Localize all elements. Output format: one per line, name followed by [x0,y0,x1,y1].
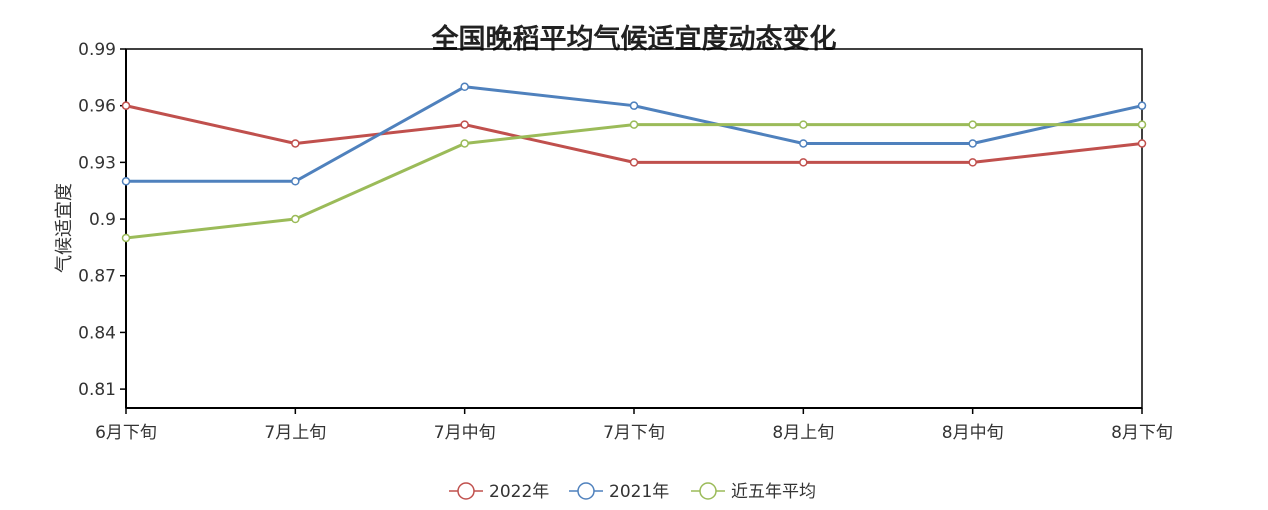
data-point [121,233,131,243]
y-tick-label: 0.84 [78,323,116,343]
x-ticks: 6月下旬 7月上旬 7月中旬 7月下旬 8月上旬 8月中旬 8月下旬 [95,408,1173,443]
x-tick-label: 7月下旬 [603,423,665,443]
data-point [1137,120,1147,129]
data-point [629,120,639,129]
series-lines [121,82,1147,243]
data-point [968,139,977,148]
y-tick-label: 0.81 [78,380,116,400]
data-point [799,139,808,148]
x-tick-label: 6月下旬 [95,423,157,443]
data-point [291,214,300,224]
y-tick-label: 0.87 [78,267,116,287]
data-point [291,139,300,148]
data-point [460,82,469,92]
chart-title: 全国晚稻平均气候适宜度动态变化 [431,23,837,55]
y-ticks: 0.81 0.84 0.87 0.9 0.93 0.96 0.99 [78,40,126,400]
data-point [121,177,131,186]
data-point [1137,101,1147,110]
data-point [968,120,977,129]
data-point [460,139,469,148]
data-point [799,120,808,129]
data-point [121,101,131,110]
data-point [460,120,469,129]
data-point [629,101,639,110]
legend-label: 2021年 [609,482,669,502]
x-tick-label: 8月中旬 [942,423,1004,443]
y-tick-label: 0.99 [78,40,116,60]
data-point [1137,139,1147,148]
x-tick-label: 7月中旬 [434,423,496,443]
legend-marker [699,482,717,500]
series-line-1 [126,85,1143,183]
data-point [968,158,977,167]
legend-marker [577,482,595,500]
x-tick-label: 8月下旬 [1111,423,1173,443]
series-line-0 [125,104,1143,164]
y-tick-label: 0.93 [78,153,116,173]
data-point [291,177,300,186]
y-axis-label: 气候适宜度 [54,183,75,273]
legend-marker [457,482,475,500]
y-tick-label: 0.9 [89,210,116,230]
legend-label: 近五年平均 [731,482,816,502]
legend-label: 2022年 [489,482,549,502]
data-point [799,158,808,167]
legend: 2022年 2021年 近五年平均 [449,482,816,502]
y-tick-label: 0.96 [78,97,116,117]
data-point [629,158,639,167]
x-tick-label: 8月上旬 [772,423,834,443]
x-tick-label: 7月上旬 [264,423,326,443]
